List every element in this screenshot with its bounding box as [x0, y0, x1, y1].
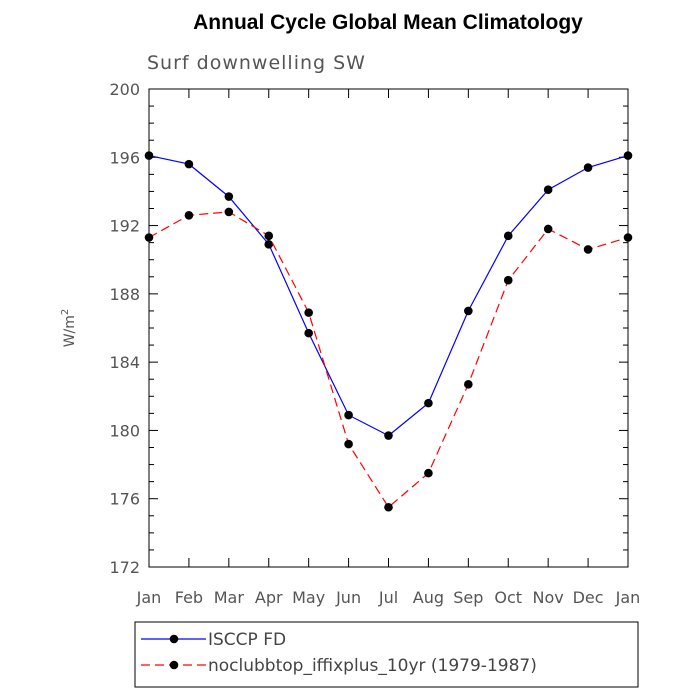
x-tick-label: Sep: [453, 588, 483, 607]
series-2-point: [583, 245, 593, 254]
series-2-point: [384, 502, 393, 512]
y-tick-label: 200: [109, 80, 140, 99]
legend: ISCCP FD noclubbtop_iffixplus_10yr (1979-…: [134, 621, 639, 688]
legend-label-2: noclubbtop_iffixplus_10yr (1979-1987): [208, 656, 537, 676]
series-1-point: [464, 306, 473, 316]
y-tick-label: 180: [109, 421, 140, 440]
x-tick-label: Mar: [214, 588, 245, 607]
y-tick-label: 192: [109, 217, 140, 236]
y-axis-label: W/m2: [60, 309, 78, 348]
series-1-point: [344, 410, 353, 420]
series-1-point: [543, 185, 553, 195]
series-2-point: [264, 231, 274, 241]
x-tick-label: May: [292, 588, 325, 607]
series-1-point: [304, 328, 313, 338]
x-tick-label: Oct: [494, 588, 522, 607]
series-2-point: [424, 468, 433, 478]
plot-frame: [148, 88, 629, 568]
series-2-point: [224, 207, 234, 217]
series-2-point: [304, 308, 313, 317]
series-2-point: [464, 380, 473, 389]
y-axis-ticks: 172 176 180 184 188 192 196 200: [109, 80, 628, 577]
y-tick-label: 172: [109, 558, 140, 577]
series-line-1: [148, 155, 629, 437]
x-tick-label: Feb: [175, 588, 203, 607]
x-tick-label: Apr: [255, 588, 283, 607]
x-tick-label: Nov: [533, 588, 564, 607]
series-2-point: [184, 211, 194, 220]
x-tick-label: Dec: [573, 588, 604, 607]
y-tick-label: 188: [109, 285, 140, 304]
x-tick-label: Jan: [615, 588, 641, 607]
series-2-point: [503, 275, 513, 285]
series-2-point: [144, 233, 154, 242]
plot-area: 172 176 180 184 188 192 196 200 Jan Feb Mar Apr May…: [109, 80, 640, 607]
series-1-point: [224, 192, 234, 201]
series-1-point: [384, 431, 393, 440]
series-2-point: [543, 224, 553, 234]
legend-frame: [134, 621, 639, 688]
y-tick-label: 176: [109, 490, 140, 509]
legend-marker-1: [169, 634, 179, 644]
series-1-point: [503, 231, 513, 241]
series-1-point: [623, 151, 633, 160]
y-axis-label-exponent: 2: [60, 309, 71, 315]
legend-marker-2: [169, 660, 179, 670]
x-tick-label: Jul: [378, 588, 398, 607]
series-1-point: [184, 159, 194, 169]
series-1-point: [144, 151, 154, 160]
y-tick-label: 196: [109, 148, 140, 167]
series-1-point: [583, 163, 593, 172]
series-2-point: [344, 439, 353, 449]
y-tick-label: 184: [109, 353, 140, 372]
series-1-point: [424, 398, 433, 408]
x-tick-label: Jan: [136, 588, 162, 607]
y-axis-label-unit: W/m: [62, 315, 78, 347]
legend-label-1: ISCCP FD: [208, 630, 286, 650]
chart-subtitle: Surf downwelling SW: [147, 52, 366, 74]
x-tick-label: Aug: [413, 588, 444, 607]
series-1-point: [264, 240, 274, 249]
series-line-2: [148, 211, 629, 509]
x-axis-ticks: Jan Feb Mar Apr May Jun Jul Aug Sep Oct Nov Dec Jan: [136, 89, 641, 607]
chart-title: Annual Cycle Global Mean Climatology: [193, 11, 583, 34]
x-tick-label: Jun: [335, 588, 361, 607]
series-2-point: [623, 233, 633, 242]
series-layer: [144, 151, 633, 512]
